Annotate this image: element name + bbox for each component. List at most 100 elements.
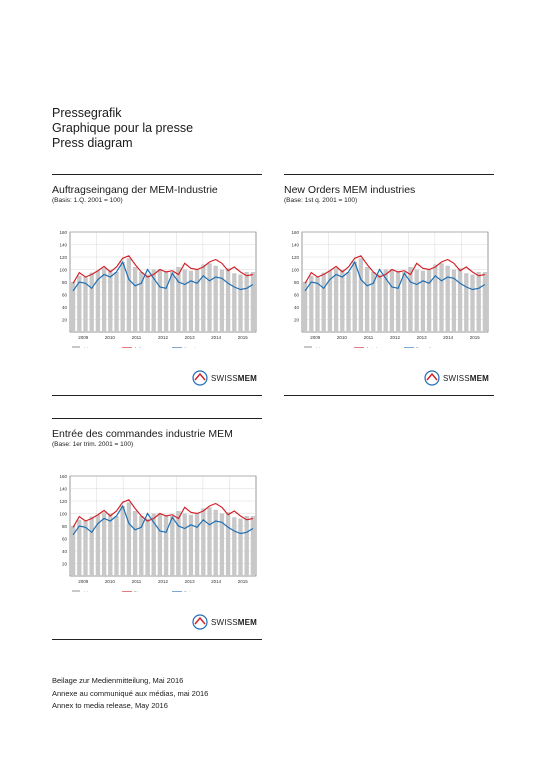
y-tick-label: 160 [59,474,67,479]
chart-svg: 20 40 60 80 100 120 140 160 2009 2010 2011 2012 2013… [59,474,257,592]
bar [219,269,225,332]
bar [377,274,382,332]
y-tick-label: 160 [59,230,67,235]
chart-panel-fr: Entrée des commandes industrie MEM (Base… [52,418,262,642]
y-tick-label: 80 [62,524,68,529]
logo-text-swiss: SWISS [443,373,470,383]
bar [464,273,469,332]
bar [315,277,320,332]
logo-text-swiss: SWISS [211,617,238,627]
bar [451,269,457,332]
bar [250,516,256,576]
x-tick-label: 2010 [105,335,116,340]
y-tick-label: 140 [59,243,67,248]
legend-label: Umsatz [184,346,198,348]
series-line [72,499,254,528]
bar [327,270,333,332]
x-tick-label: 2011 [132,335,142,340]
bar [139,516,144,576]
chart-title: Entrée des commandes industrie MEM [52,428,233,440]
bar [358,258,364,332]
swissmem-logo: SWISSMEM [192,614,257,630]
x-tick-label: 2010 [105,579,116,584]
y-tick-label: 40 [62,549,68,554]
bar [445,265,450,332]
bar [346,272,351,332]
y-tick-label: 80 [62,280,68,285]
bar [402,272,407,332]
footer-note-de: Beilage zur Medienmitteilung, Mai 2016 [52,676,184,685]
y-tick-label: 20 [62,562,68,567]
swissmem-logo-icon [192,370,208,386]
bar [250,272,256,332]
logo-text-swiss: SWISS [211,373,238,383]
bar [439,263,444,332]
bar [232,517,237,576]
bar [77,275,82,332]
y-tick-label: 100 [291,268,299,273]
x-tick-label: 2014 [211,579,222,584]
bar [120,506,125,576]
bar [321,272,326,332]
bar [302,282,308,332]
bar [70,282,76,332]
bar [201,264,206,332]
bar [151,513,156,576]
y-tick-label: 60 [62,293,68,298]
legend-label: Auftrag [134,346,147,348]
x-tick-label: 2009 [78,335,89,340]
swissmem-logo-icon [192,614,208,630]
bar [232,273,237,332]
x-tick-label: 2011 [132,579,142,584]
x-tick-label: 2011 [364,335,374,340]
bar [145,274,150,332]
logo-text-mem: MEM [469,373,490,383]
bar [383,269,388,332]
y-tick-label: 60 [294,293,300,298]
bar [170,516,175,576]
panel-rule-bottom [284,395,494,396]
chart-svg: 20 40 60 80 100 120 140 160 2009 2010 2011 2012 2013… [59,230,257,348]
bar [163,514,169,576]
bar [213,265,218,332]
chart-title: New Orders MEM industries [284,184,416,196]
y-tick-label: 120 [59,499,67,504]
y-tick-label: 20 [62,318,68,323]
series-line [72,255,254,284]
bar [364,267,370,332]
logo-text: SWISSMEM [211,618,257,627]
chart-basis: (Base: 1st q. 2001 = 100) [284,197,358,204]
bar [213,509,218,576]
chart-basis: (Base: 1er trim. 2001 = 100) [52,441,134,448]
logo-text-mem: MEM [237,373,258,383]
bar [157,513,163,576]
panel-rule-bottom [52,395,262,396]
bar [238,518,243,576]
page-footer: Beilage zur Medienmitteilung, Mai 2016 A… [52,675,208,713]
bar [145,518,150,576]
bar [114,272,119,332]
bar [414,269,419,332]
x-tick-label: 2012 [158,335,169,340]
legend-label: Domestic [416,346,433,348]
legend-label: Actual [366,346,377,348]
x-tick-label: 2015 [238,579,249,584]
bar [408,267,413,332]
footer-note-en: Annex to media release, May 2016 [52,701,168,710]
y-tick-label: 120 [59,255,67,260]
x-tick-label: 2013 [185,579,196,584]
bar [151,269,156,332]
bar [207,507,212,576]
panel-rule-top [284,174,494,175]
x-tick-label: 2013 [185,335,196,340]
bar [225,512,231,576]
legend-swatch [304,346,312,348]
bar [244,272,249,332]
x-tick-label: 2009 [78,579,89,584]
series-line [304,255,486,284]
bar [120,262,125,332]
bar [132,511,138,576]
bar [157,269,163,332]
y-tick-label: 100 [59,512,67,517]
bar [476,272,481,332]
